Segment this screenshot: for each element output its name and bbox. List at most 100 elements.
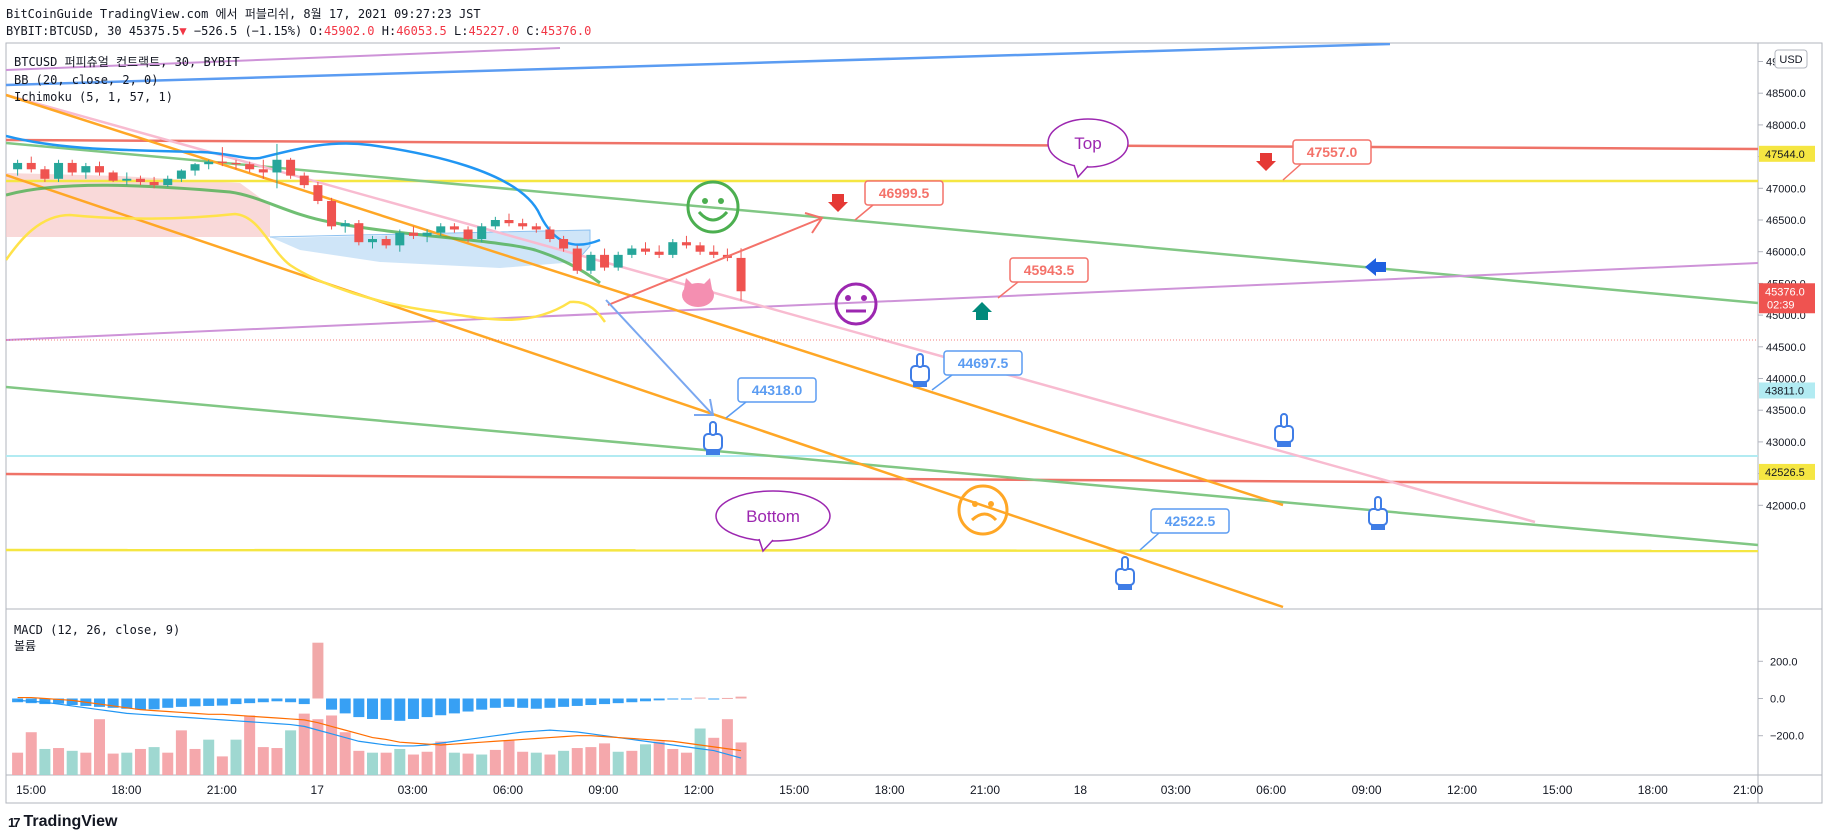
candle bbox=[231, 159, 241, 170]
macd-histogram-bar bbox=[203, 698, 215, 706]
time-tick-label: 03:00 bbox=[398, 783, 428, 797]
macd-volume-bar bbox=[544, 754, 556, 775]
candle-body bbox=[408, 232, 418, 236]
candle-body bbox=[313, 185, 323, 201]
time-tick-label: 12:00 bbox=[1447, 783, 1477, 797]
candle bbox=[463, 226, 473, 243]
cat-ear bbox=[702, 278, 712, 289]
pointing-hand-icon-finger bbox=[1374, 496, 1382, 511]
macd-histogram-bar bbox=[599, 698, 611, 705]
price-tick-label: 43000.0 bbox=[1766, 437, 1806, 449]
time-tick-label: 21:00 bbox=[970, 783, 1000, 797]
macd-histogram-bar bbox=[503, 698, 515, 707]
pointing-hand-icon-finger bbox=[1280, 413, 1288, 428]
macd-histogram-bar bbox=[721, 697, 733, 699]
candle bbox=[736, 248, 746, 301]
support-line-red bbox=[6, 472, 1758, 486]
close-value: 45376.0 bbox=[540, 24, 592, 38]
candle bbox=[245, 161, 255, 173]
macd-volume-bar bbox=[203, 739, 215, 775]
time-tick-label: 18:00 bbox=[1638, 783, 1668, 797]
pointing-hand-icon-cuff bbox=[913, 382, 927, 387]
happy-face-icon-eye bbox=[702, 198, 708, 204]
macd-volume-bar bbox=[216, 756, 228, 775]
candle-body bbox=[518, 223, 528, 227]
price-callout: 47557.0 bbox=[1282, 139, 1372, 181]
ichimoku-base-green bbox=[6, 183, 601, 285]
candle-body bbox=[709, 251, 719, 255]
macd-histogram-bar bbox=[107, 698, 119, 708]
close-label: C: bbox=[526, 24, 541, 38]
time-tick-label: 18:00 bbox=[875, 783, 905, 797]
candle bbox=[13, 159, 23, 176]
macd-histogram-bar bbox=[407, 698, 419, 719]
candle bbox=[149, 176, 159, 189]
macd-histogram-bar bbox=[489, 698, 501, 708]
candle-body bbox=[395, 232, 405, 246]
macd-volume-bar bbox=[380, 752, 392, 775]
pointing-hand-icon bbox=[1368, 496, 1388, 530]
macd-volume-bar bbox=[612, 751, 624, 775]
macd-histogram-bar bbox=[367, 698, 378, 719]
candle bbox=[95, 161, 104, 176]
price-label-text: 47544.0 bbox=[1765, 149, 1805, 161]
pointing-hand-icon-finger bbox=[1121, 556, 1129, 571]
macd-histogram-bar bbox=[571, 698, 583, 706]
price-label-text: 42526.5 bbox=[1765, 467, 1805, 479]
currency-badge[interactable] bbox=[1774, 49, 1808, 69]
macd-volume-bar bbox=[244, 715, 256, 775]
time-tick-label: 15:00 bbox=[16, 783, 46, 797]
macd-volume-bar bbox=[599, 743, 611, 775]
macd-histogram-bar bbox=[585, 698, 597, 706]
macd-volume-bar bbox=[558, 750, 570, 775]
candle-body bbox=[122, 178, 132, 181]
macd-histogram-bar bbox=[39, 698, 51, 705]
macd-histogram-bar bbox=[257, 698, 269, 703]
callout-text: 42522.5 bbox=[1165, 513, 1216, 529]
price-callout: 44697.5 bbox=[931, 350, 1023, 391]
macd-histogram-bar bbox=[653, 698, 665, 701]
candle-body bbox=[586, 254, 596, 271]
top-bubble: Top bbox=[1047, 118, 1129, 179]
macd-volume-bar bbox=[285, 730, 297, 775]
channel-line-orange-lower bbox=[6, 173, 1284, 609]
down-arrow-icon: ▼ bbox=[179, 24, 187, 38]
macd-volume-bar bbox=[735, 742, 747, 775]
tradingview-logo[interactable]: 17 TradingView bbox=[8, 813, 117, 831]
macd-histogram-bar bbox=[230, 698, 242, 705]
candle-body bbox=[354, 223, 364, 243]
price-label-box bbox=[1759, 145, 1815, 162]
pointing-hand-icon-palm bbox=[910, 365, 930, 383]
macd-histogram-bar bbox=[312, 642, 324, 699]
currency-label: USD bbox=[1779, 54, 1802, 66]
candle bbox=[67, 159, 77, 176]
legend-ichimoku: Ichimoku (5, 1, 57, 1) bbox=[14, 90, 173, 104]
legend-title: BTCUSD 퍼피츄얼 컨트랙트, 30, BYBIT bbox=[14, 55, 240, 69]
candle-body bbox=[217, 161, 227, 163]
macd-volume-bar bbox=[721, 719, 733, 775]
trendline-blue bbox=[6, 43, 1391, 87]
callout-pointer bbox=[854, 204, 874, 221]
macd-histogram-bar bbox=[298, 698, 310, 705]
candle bbox=[217, 147, 227, 167]
sad-face-icon-eye bbox=[988, 501, 994, 507]
candle-body bbox=[736, 257, 746, 292]
price-change: −526.5 (−1.15%) bbox=[193, 24, 303, 38]
macd-volume-bar bbox=[53, 748, 65, 775]
low-label: L: bbox=[454, 24, 469, 38]
callout-pointer bbox=[931, 374, 953, 391]
time-tick-label: 17 bbox=[311, 783, 325, 797]
projection-arrow-red bbox=[607, 217, 823, 306]
candle-body bbox=[67, 162, 77, 173]
price-tick-label: 43500.0 bbox=[1766, 405, 1806, 417]
candle bbox=[81, 162, 91, 179]
callout-pointer bbox=[725, 401, 747, 419]
time-tick-label: 21:00 bbox=[207, 783, 237, 797]
pointing-hand-icon-palm bbox=[1115, 568, 1135, 586]
macd-volume-bar bbox=[257, 747, 269, 775]
time-tick-label: 15:00 bbox=[779, 783, 809, 797]
macd-volume-bar bbox=[230, 739, 242, 775]
candle bbox=[395, 229, 405, 252]
macd-histogram-bar bbox=[66, 698, 78, 706]
